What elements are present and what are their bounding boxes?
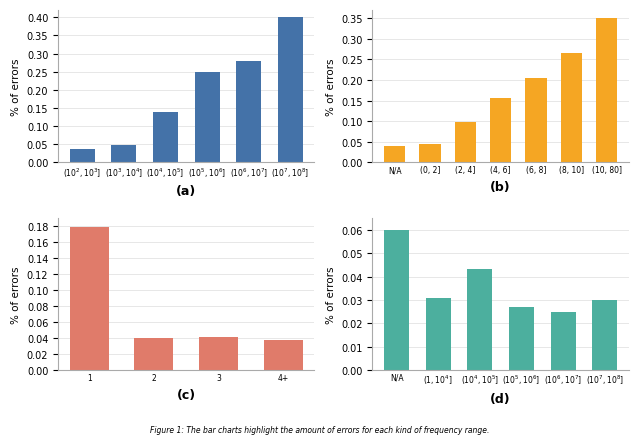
Bar: [426, 298, 451, 371]
X-axis label: (a): (a): [176, 185, 196, 198]
Bar: [236, 62, 261, 163]
Bar: [70, 227, 109, 371]
Bar: [525, 79, 547, 163]
Y-axis label: % of errors: % of errors: [11, 58, 21, 116]
Y-axis label: % of errors: % of errors: [12, 266, 21, 323]
Bar: [278, 18, 303, 163]
Bar: [384, 147, 405, 163]
Bar: [199, 338, 238, 371]
Bar: [384, 230, 409, 371]
Bar: [509, 307, 534, 371]
Bar: [111, 146, 136, 163]
Text: Figure 1: The bar charts highlight the amount of errors for each kind of frequen: Figure 1: The bar charts highlight the a…: [150, 424, 490, 434]
Bar: [592, 300, 617, 371]
Bar: [153, 113, 178, 163]
Bar: [550, 312, 575, 371]
X-axis label: (b): (b): [490, 180, 511, 193]
Bar: [70, 150, 95, 163]
Y-axis label: % of errors: % of errors: [326, 266, 336, 323]
Bar: [134, 339, 173, 371]
Bar: [264, 340, 303, 371]
X-axis label: (c): (c): [177, 388, 196, 401]
Bar: [596, 19, 617, 163]
Bar: [419, 145, 440, 163]
X-axis label: (d): (d): [490, 392, 511, 405]
Bar: [455, 122, 476, 163]
Bar: [561, 54, 582, 163]
Bar: [490, 99, 511, 163]
Bar: [467, 270, 492, 371]
Bar: [195, 73, 220, 163]
Y-axis label: % of errors: % of errors: [326, 58, 335, 116]
